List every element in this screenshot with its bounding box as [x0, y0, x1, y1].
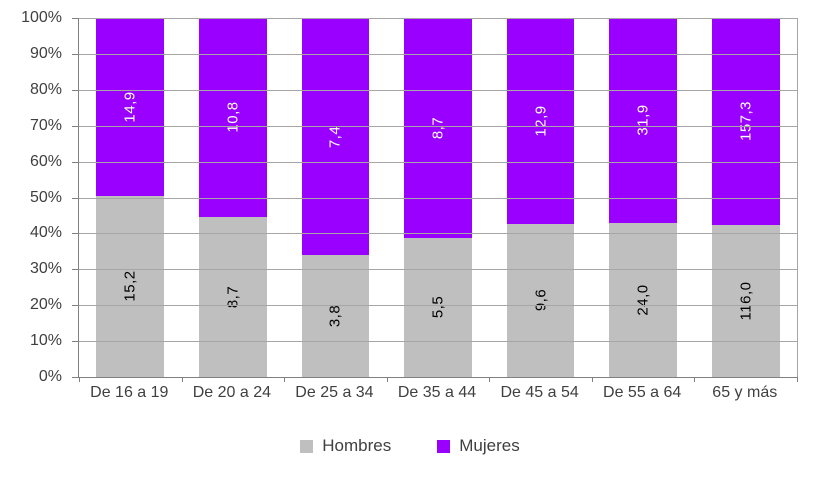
y-tick-label-20: 20%: [29, 296, 62, 314]
x-tick-1: [181, 377, 183, 382]
bar-7: 157,3 116,0: [711, 18, 780, 377]
segment-hombres: 116,0: [711, 224, 780, 377]
legend-label-mujeres: Mujeres: [459, 436, 520, 455]
bar-cell: 14,9 15,2: [79, 18, 182, 377]
gridline-20: [79, 305, 797, 307]
segment-hombres: 5,5: [404, 237, 472, 377]
data-label-hombres: 15,2: [121, 270, 139, 302]
y-tick-label-0: 0%: [38, 368, 62, 385]
y-tick-label-60: 60%: [29, 152, 62, 170]
bar-3: 7,4 3,8: [301, 18, 370, 377]
segment-hombres: 9,6: [506, 223, 575, 377]
x-tick-4: [489, 377, 491, 382]
y-tick-label-90: 90%: [29, 44, 62, 62]
y-tick-40: [72, 233, 79, 235]
data-label-mujeres: 12,9: [532, 105, 550, 137]
y-tick-90: [72, 53, 79, 55]
legend-item-mujeres: Mujeres: [437, 436, 520, 456]
data-label-mujeres: 31,9: [634, 104, 652, 137]
data-label-hombres: 24,0: [634, 284, 652, 316]
gridline-70: [79, 125, 797, 127]
category-label: 65 y más: [712, 384, 778, 401]
y-tick-80: [72, 89, 79, 91]
category-label: De 35 a 44: [397, 384, 477, 401]
x-tick-0: [79, 377, 80, 382]
segment-hombres: 3,8: [301, 255, 370, 377]
y-tick-label-70: 70%: [29, 116, 62, 134]
y-tick-label-10: 10%: [29, 332, 62, 350]
data-label-hombres: 3,8: [326, 304, 344, 328]
data-label-mujeres: 8,7: [429, 116, 447, 140]
x-tick-6: [694, 377, 696, 382]
gridline-60: [79, 161, 797, 163]
bar-5: 12,9 9,6: [506, 18, 575, 377]
bar-cell: 10,8 8,7: [182, 18, 285, 377]
gridline-90: [79, 53, 797, 55]
y-axis: 0% 10% 20% 30% 40% 50% 60% 70% 80% 90% 100%: [0, 9, 66, 385]
data-label-mujeres: 14,9: [121, 91, 139, 123]
segment-mujeres: 14,9: [96, 18, 165, 196]
data-label-mujeres: 7,4: [326, 125, 344, 148]
segment-mujeres: 12,9: [506, 18, 575, 224]
y-tick-label-50: 50%: [29, 188, 62, 206]
gridline-100: [79, 18, 797, 19]
data-label-hombres: 116,0: [737, 281, 755, 321]
data-label-hombres: 5,5: [429, 296, 447, 319]
category-label: De 55 a 64: [603, 384, 682, 401]
y-tick-100: [72, 18, 79, 19]
gridline-50: [79, 197, 797, 199]
x-tick-5: [591, 377, 593, 382]
gridline-40: [79, 233, 797, 235]
y-tick-20: [72, 305, 79, 307]
y-tick-30: [72, 269, 79, 271]
y-tick-label-80: 80%: [29, 80, 62, 98]
segment-mujeres: 7,4: [301, 18, 370, 256]
category-label: De 25 a 34: [295, 384, 374, 401]
hombres-swatch-icon: [300, 439, 314, 453]
x-axis: De 16 a 19 De 20 a 24 De 25 a 34 De 35 a 44…: [78, 384, 796, 402]
legend-label-hombres: Hombres: [322, 436, 392, 455]
bar-cell: 31,9 24,0: [592, 18, 695, 377]
y-tick-label-100: 100%: [21, 9, 62, 26]
y-tick-50: [72, 197, 79, 199]
segment-hombres: 24,0: [609, 222, 678, 377]
category-label: De 16 a 19: [90, 384, 169, 401]
y-tick-label-40: 40%: [29, 224, 62, 242]
segment-mujeres: 10,8: [199, 18, 267, 217]
data-label-mujeres: 10,8: [224, 101, 242, 134]
bar-cell: 7,4 3,8: [284, 18, 387, 377]
segment-mujeres: 8,7: [404, 18, 472, 238]
segment-mujeres: 157,3: [711, 18, 780, 225]
bar-6: 31,9 24,0: [609, 18, 678, 377]
legend-item-hombres: Hombres: [300, 436, 391, 456]
gridline-10: [79, 341, 797, 343]
y-tick-10: [72, 341, 79, 343]
y-tick-0: [72, 377, 79, 378]
mujeres-swatch-icon: [437, 439, 451, 453]
gridline-30: [79, 269, 797, 271]
segment-hombres: 8,7: [199, 216, 267, 377]
x-tick-2: [284, 377, 286, 382]
x-tick-3: [386, 377, 388, 382]
legend: Hombres Mujeres: [0, 436, 820, 456]
bars-container: 14,9 15,2 10,8 8,7 7,4 3,8 8,7 5,5 12,9 9,6 31,9 24…: [79, 18, 797, 377]
category-label: De 45 a 54: [500, 384, 579, 401]
gridline-80: [79, 89, 797, 91]
segment-hombres: 15,2: [96, 195, 165, 377]
bar-1: 14,9 15,2: [96, 18, 165, 377]
data-label-hombres: 9,6: [532, 289, 550, 312]
x-tick-7: [797, 377, 798, 382]
y-tick-60: [72, 161, 79, 163]
y-tick-label-30: 30%: [29, 260, 62, 278]
bar-cell: 157,3 116,0: [694, 18, 797, 377]
y-tick-70: [72, 125, 79, 127]
bar-2: 10,8 8,7: [199, 18, 267, 377]
category-label: De 20 a 24: [192, 384, 271, 401]
segment-mujeres: 31,9: [609, 18, 678, 223]
data-label-mujeres: 157,3: [737, 101, 755, 142]
bar-cell: 12,9 9,6: [489, 18, 592, 377]
plot-area: 14,9 15,2 10,8 8,7 7,4 3,8 8,7 5,5 12,9 9,6 31,9 24…: [72, 18, 798, 382]
